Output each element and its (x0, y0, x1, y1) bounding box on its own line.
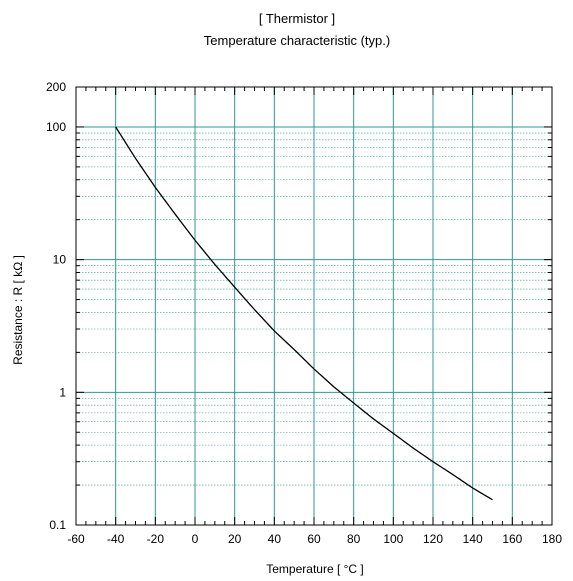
x-tick-label: 20 (228, 532, 242, 546)
x-tick-label: -60 (67, 532, 85, 546)
x-axis-label: Temperature [ °C ] (266, 562, 364, 576)
y-tick-label: 0.1 (49, 518, 66, 532)
x-tick-label: 80 (347, 532, 361, 546)
x-tick-label: 100 (383, 532, 403, 546)
y-tick-label: 1 (59, 385, 66, 399)
x-tick-labels: -60 -40 -20 0 20 40 60 80 100 120 140 160 180 (67, 532, 562, 546)
chart-subtitle: Temperature characteristic (typ.) (204, 33, 390, 48)
x-tick-label: 0 (192, 532, 199, 546)
x-tick-label: -40 (107, 532, 125, 546)
x-tick-label: 40 (268, 532, 282, 546)
y-tick-label: 100 (46, 120, 66, 134)
x-tick-label: 180 (542, 532, 562, 546)
x-tick-label: 120 (423, 532, 443, 546)
y-tick-labels: 0.1 1 10 100 200 (46, 80, 66, 532)
axis-ticks (75, 86, 553, 526)
chart-title: [ Thermistor ] (259, 11, 335, 26)
series-points (114, 126, 493, 501)
x-tick-label: -20 (147, 532, 165, 546)
series-line (115, 126, 493, 501)
y-axis-label: Resistance : R [ kΩ ] (11, 255, 25, 365)
grid-major (76, 87, 552, 525)
x-tick-label: 60 (307, 532, 321, 546)
x-tick-label: 140 (463, 532, 483, 546)
x-tick-label: 160 (502, 532, 522, 546)
y-tick-label: 200 (46, 80, 66, 94)
y-tick-label: 10 (53, 253, 67, 267)
